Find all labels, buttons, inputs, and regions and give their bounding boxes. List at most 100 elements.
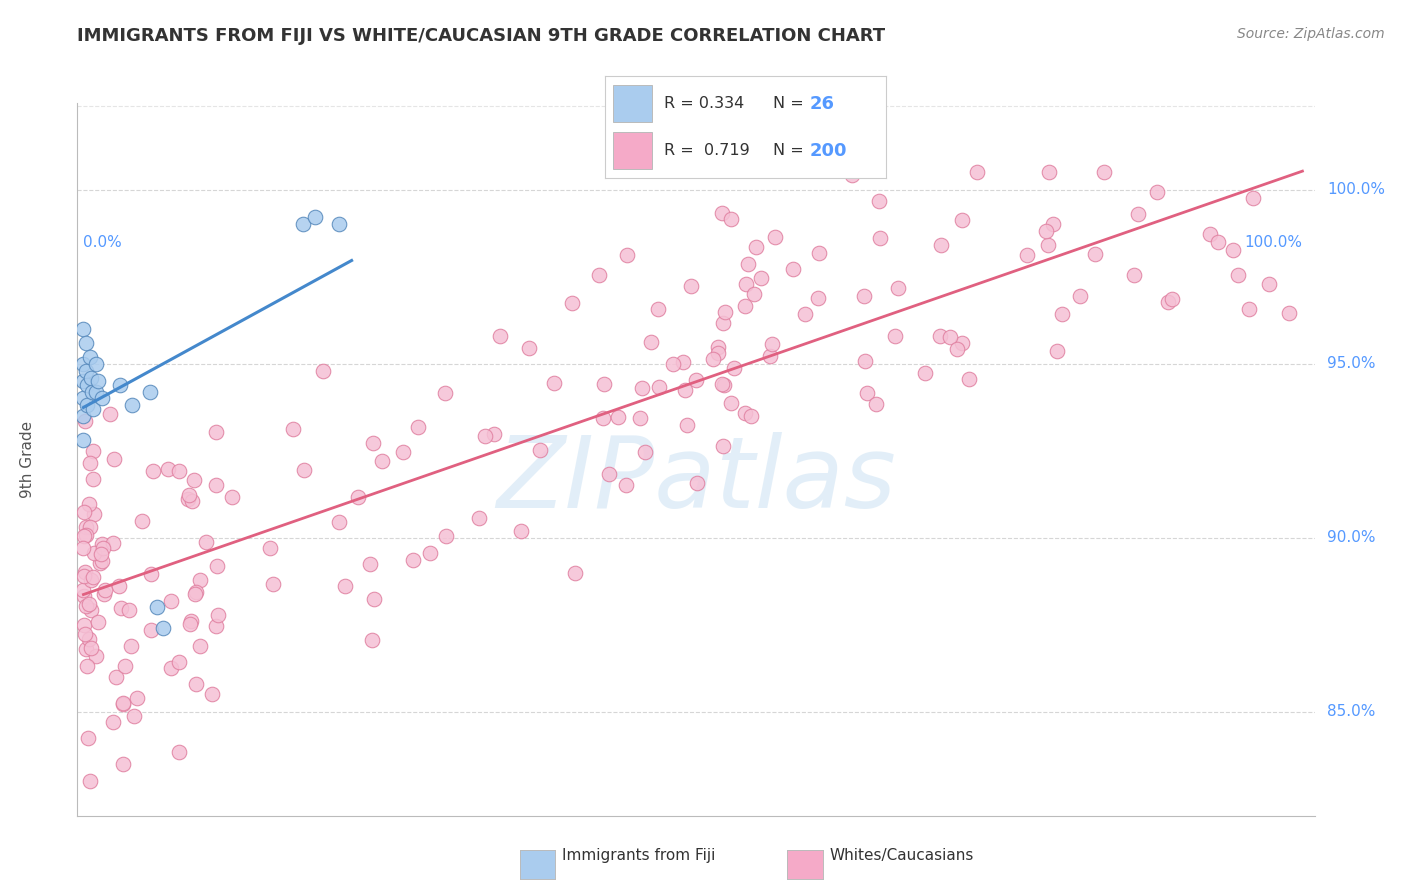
Point [94, 582, 117, 597]
Point [675, 418, 697, 433]
Point [93, 587, 115, 601]
Point [474, 429, 496, 443]
Point [1239, 301, 1261, 316]
Point [121, 399, 143, 413]
Point [75, 519, 97, 533]
Point [72, 322, 94, 336]
Point [647, 302, 669, 317]
Point [77, 731, 100, 745]
Point [87, 374, 110, 388]
Point [598, 467, 620, 481]
Point [1035, 224, 1057, 238]
Point [84, 384, 107, 399]
Text: N =: N = [773, 144, 804, 158]
Point [662, 357, 685, 371]
Point [111, 696, 134, 710]
Point [419, 546, 441, 560]
Point [73, 414, 96, 428]
Point [207, 607, 229, 622]
Point [291, 218, 314, 232]
Point [1017, 248, 1039, 262]
Point [914, 366, 936, 380]
Point [1128, 207, 1150, 221]
Point [73, 505, 96, 519]
Point [169, 745, 191, 759]
Point [852, 289, 875, 303]
Point [856, 386, 879, 401]
Point [177, 488, 200, 502]
Point [76, 659, 98, 673]
Point [205, 618, 228, 632]
Point [159, 661, 181, 675]
Point [468, 511, 491, 525]
Bar [613, 132, 652, 169]
Point [1038, 165, 1060, 179]
Point [114, 659, 136, 673]
Text: 200: 200 [810, 142, 848, 160]
Point [434, 529, 457, 543]
Point [141, 567, 163, 582]
Point [1122, 268, 1144, 282]
Point [103, 452, 125, 467]
Point [561, 296, 583, 310]
Point [737, 257, 759, 271]
Point [707, 346, 730, 360]
Point [614, 478, 637, 492]
Point [489, 328, 512, 343]
Point [749, 271, 772, 285]
Point [77, 498, 100, 512]
Point [510, 524, 533, 538]
Point [702, 351, 724, 366]
Point [347, 490, 370, 504]
Point [139, 384, 162, 399]
Text: R =  0.719: R = 0.719 [664, 144, 749, 158]
Text: Immigrants from Fiji: Immigrants from Fiji [562, 848, 716, 863]
Point [79, 350, 101, 364]
Point [869, 231, 891, 245]
Point [75, 641, 97, 656]
Point [180, 614, 202, 628]
Point [938, 329, 960, 343]
Point [205, 478, 228, 492]
Point [89, 556, 111, 570]
Text: 0.0%: 0.0% [83, 235, 122, 250]
Text: Source: ZipAtlas.com: Source: ZipAtlas.com [1237, 27, 1385, 41]
Point [929, 238, 952, 252]
Point [761, 336, 783, 351]
Point [80, 370, 103, 384]
Point [184, 587, 207, 601]
Point [82, 570, 104, 584]
Point [91, 541, 114, 555]
Point [86, 615, 108, 629]
Point [482, 427, 505, 442]
Point [763, 230, 786, 244]
Point [82, 401, 104, 416]
Point [707, 340, 730, 354]
Point [946, 343, 969, 357]
Point [361, 632, 384, 647]
Point [72, 582, 94, 597]
Point [1069, 288, 1091, 302]
Point [259, 541, 281, 556]
Point [855, 353, 877, 368]
Point [1036, 238, 1059, 252]
Point [101, 536, 124, 550]
Point [710, 205, 733, 219]
Point [80, 574, 103, 588]
Point [76, 399, 98, 413]
Point [634, 445, 657, 459]
Point [72, 434, 94, 448]
Point [713, 378, 735, 392]
Point [710, 377, 733, 392]
Point [90, 537, 112, 551]
Point [221, 490, 243, 504]
Point [361, 435, 384, 450]
Point [734, 277, 756, 291]
Point [184, 584, 207, 599]
Point [111, 698, 134, 712]
Point [333, 580, 356, 594]
Point [529, 443, 551, 458]
Point [80, 603, 103, 617]
Point [73, 618, 96, 632]
Point [686, 476, 709, 491]
